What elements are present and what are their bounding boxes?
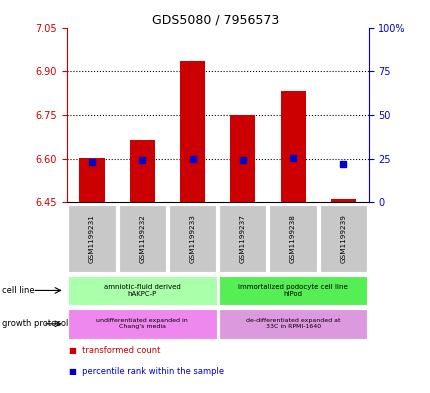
Bar [218,309,367,339]
Text: amniotic-fluid derived
hAKPC-P: amniotic-fluid derived hAKPC-P [104,284,180,297]
Text: ■  transformed count: ■ transformed count [69,346,160,355]
Bar [68,205,115,272]
Text: GSM1199239: GSM1199239 [340,214,346,263]
Text: GSM1199231: GSM1199231 [89,214,95,263]
Text: de-differentiated expanded at
33C in RPMI-1640: de-differentiated expanded at 33C in RPM… [245,318,340,329]
Text: ■  percentile rank within the sample: ■ percentile rank within the sample [69,367,224,376]
Text: GSM1199232: GSM1199232 [139,214,145,263]
Bar [269,205,316,272]
Bar [330,199,355,202]
Bar [218,205,266,272]
Bar [129,140,154,202]
Text: GSM1199237: GSM1199237 [239,214,245,263]
Bar [169,205,215,272]
Bar [218,275,367,305]
Text: immortalized podocyte cell line
hIPod: immortalized podocyte cell line hIPod [238,284,347,297]
Bar [280,91,305,202]
Text: growth protocol: growth protocol [2,320,68,328]
Text: undifferentiated expanded in
Chang's media: undifferentiated expanded in Chang's med… [96,318,187,329]
Bar [180,61,205,202]
Text: GSM1199238: GSM1199238 [289,214,295,263]
Text: GSM1199233: GSM1199233 [189,214,195,263]
Text: GDS5080 / 7956573: GDS5080 / 7956573 [151,14,279,27]
Bar [118,205,166,272]
Bar [230,115,255,202]
Bar [319,205,366,272]
Bar [68,275,216,305]
Bar [68,309,216,339]
Text: cell line: cell line [2,286,35,295]
Bar [79,158,104,202]
